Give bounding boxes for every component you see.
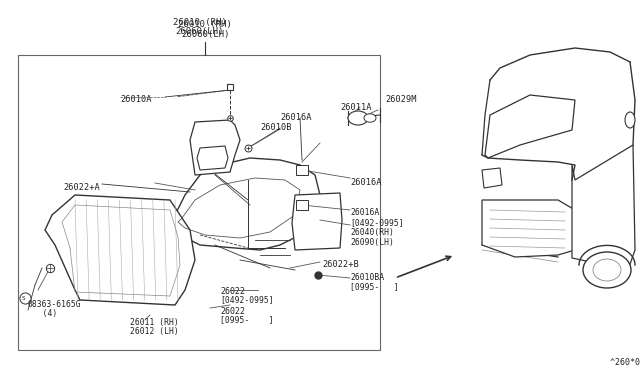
Ellipse shape [625, 112, 635, 128]
Text: 26022+A: 26022+A [63, 183, 100, 192]
Text: 26060(LH): 26060(LH) [181, 30, 229, 39]
Polygon shape [572, 145, 635, 270]
Bar [18, 55, 380, 350]
Polygon shape [197, 146, 228, 170]
Text: 26029M: 26029M [385, 95, 417, 104]
Text: 26010 (RH): 26010 (RH) [178, 20, 232, 29]
Polygon shape [485, 95, 575, 158]
Text: 26010BA: 26010BA [350, 273, 384, 282]
Ellipse shape [348, 111, 368, 125]
Text: 26012 (LH): 26012 (LH) [130, 327, 179, 336]
Text: [0492-0995]: [0492-0995] [220, 295, 274, 304]
Polygon shape [170, 158, 320, 250]
Text: (4): (4) [28, 309, 57, 318]
Text: 26016A: 26016A [280, 113, 312, 122]
Polygon shape [482, 200, 575, 257]
Text: 26022: 26022 [220, 287, 245, 296]
Bar [296, 165, 308, 175]
Text: [0995-    ]: [0995- ] [220, 315, 274, 324]
Text: ^260*0: PP: ^260*0: PP [610, 358, 640, 367]
Ellipse shape [583, 252, 631, 288]
Ellipse shape [593, 259, 621, 281]
Ellipse shape [364, 114, 376, 122]
Text: 26016A
[0492-0995]: 26016A [0492-0995] [350, 208, 404, 227]
Text: 26040(RH)
26090(LH): 26040(RH) 26090(LH) [350, 228, 394, 247]
Text: 26016A: 26016A [350, 178, 381, 187]
Polygon shape [482, 168, 502, 188]
Text: 26011 (RH): 26011 (RH) [130, 318, 179, 327]
Text: 26022+B: 26022+B [322, 260, 359, 269]
Text: 26022: 26022 [220, 307, 245, 316]
Polygon shape [190, 120, 240, 175]
Text: 08363-6165G: 08363-6165G [28, 300, 82, 309]
Text: 26011A: 26011A [340, 103, 371, 112]
Bar [296, 200, 308, 210]
Text: 26010 (RH): 26010 (RH) [173, 18, 227, 27]
Polygon shape [45, 195, 195, 305]
Text: 26010A: 26010A [120, 95, 152, 104]
Text: 26060(LH): 26060(LH) [176, 27, 224, 36]
Text: [0995-   ]: [0995- ] [350, 282, 399, 291]
Text: S: S [22, 296, 26, 301]
Text: 26010B: 26010B [260, 123, 291, 132]
Polygon shape [292, 193, 342, 250]
